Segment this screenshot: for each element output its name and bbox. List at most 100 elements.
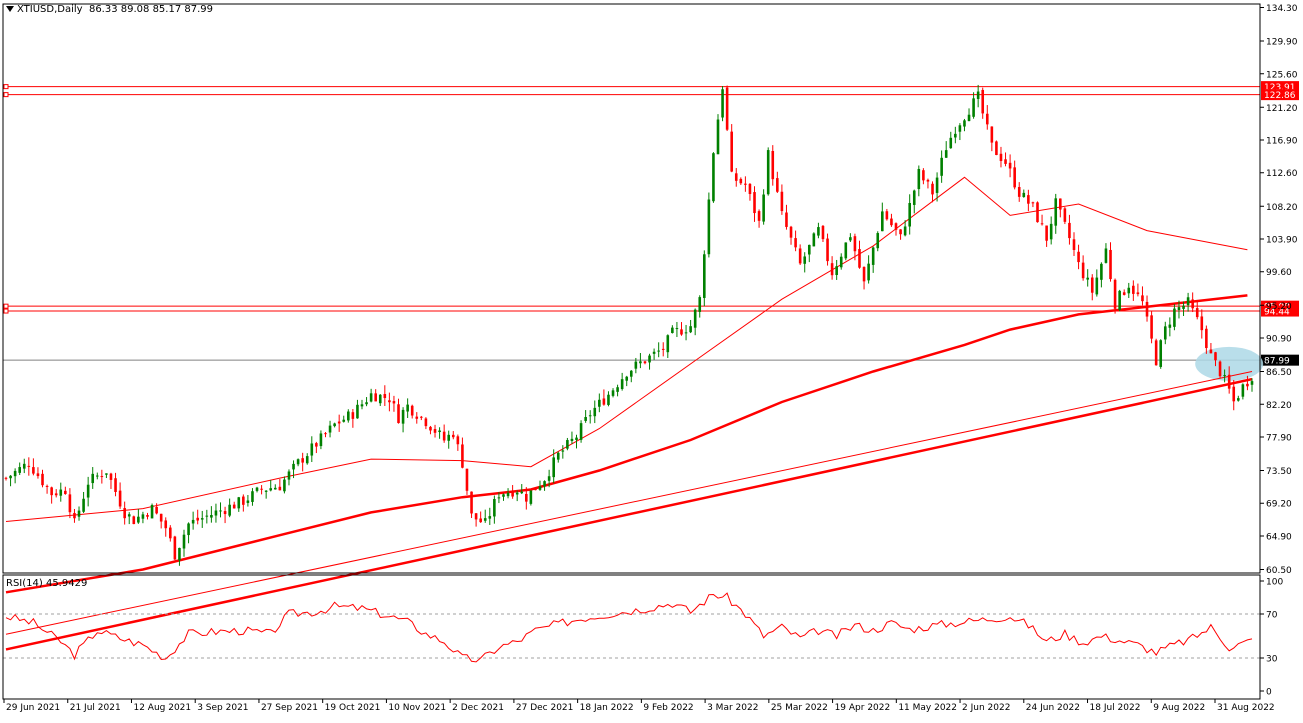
candle-body xyxy=(1241,384,1245,397)
candle-body xyxy=(32,467,35,474)
candle-body xyxy=(867,263,870,281)
candle-body xyxy=(146,515,149,517)
candle-body xyxy=(620,379,624,390)
candle-body xyxy=(835,266,838,275)
candle-body xyxy=(611,390,615,396)
candle-body xyxy=(1246,383,1249,387)
candle-body xyxy=(794,238,797,248)
candle-body xyxy=(789,226,793,238)
candle-body xyxy=(666,335,670,353)
candle-body xyxy=(570,438,574,441)
candle-body xyxy=(296,459,300,465)
candle-body xyxy=(137,516,140,523)
candle-body xyxy=(739,178,743,184)
moving-average-line xyxy=(5,176,1248,522)
candle-body xyxy=(575,437,578,441)
level-anchor-handle xyxy=(3,308,9,314)
candle-body xyxy=(328,425,332,433)
rsi-label: RSI(14) 45.9429 xyxy=(6,578,88,589)
candle-body xyxy=(392,401,396,404)
candle-body xyxy=(881,211,884,232)
time-tick-label: 10 Nov 2021 xyxy=(388,703,446,713)
candle-body xyxy=(967,114,971,122)
candle-body xyxy=(515,492,519,495)
candle-body xyxy=(342,419,346,422)
candle-body xyxy=(497,497,501,499)
symbol-label: XTIUSD,Daily xyxy=(17,4,83,15)
price-tick-label: 108.20 xyxy=(1266,203,1298,213)
price-tick-label: 99.60 xyxy=(1266,268,1292,278)
candle-body xyxy=(347,411,350,421)
candle-body xyxy=(958,125,962,132)
candle-body xyxy=(45,485,49,487)
price-tick-label: 129.90 xyxy=(1266,38,1298,48)
candle-body xyxy=(734,173,738,181)
ohlc-values: 86.33 89.08 85.17 87.99 xyxy=(88,4,214,15)
candle-body xyxy=(780,191,784,212)
candle-body xyxy=(228,504,231,516)
candle-body xyxy=(324,433,327,435)
rsi-tick-label: 70 xyxy=(1266,611,1278,621)
candle-body xyxy=(1040,223,1044,225)
candle-body xyxy=(86,484,90,498)
candle-body xyxy=(858,249,861,268)
candle-body xyxy=(652,351,656,354)
candle-body xyxy=(684,332,688,334)
candle-body xyxy=(1177,307,1181,310)
candle-body xyxy=(935,177,939,193)
candle-body xyxy=(1045,225,1048,241)
candle-body xyxy=(725,87,729,130)
candle-body xyxy=(1100,263,1103,280)
candle-body xyxy=(18,467,21,473)
candle-body xyxy=(315,443,318,447)
price-tick-label: 116.90 xyxy=(1266,137,1298,147)
candle-body xyxy=(415,416,419,419)
time-tick-label: 31 Aug 2022 xyxy=(1217,703,1275,713)
candle-body xyxy=(59,489,63,496)
candle-body xyxy=(1022,192,1026,198)
moving-average-line xyxy=(5,294,1248,594)
trendline xyxy=(5,371,1253,635)
candle-body xyxy=(95,475,99,477)
price-tick-label: 103.90 xyxy=(1266,236,1298,246)
candle-body xyxy=(141,514,145,519)
candle-body xyxy=(1150,315,1153,339)
candle-body xyxy=(671,327,674,333)
level-price-tag xyxy=(1261,89,1299,101)
collapse-triangle-icon[interactable] xyxy=(6,6,14,12)
candle-body xyxy=(716,119,720,155)
price-panel-frame xyxy=(2,3,1261,574)
price-tick-label: 112.60 xyxy=(1266,169,1298,179)
candle-body xyxy=(707,199,711,255)
candle-body xyxy=(310,443,314,456)
rsi-header: RSI(14) 45.9429 xyxy=(6,578,87,589)
candle-body xyxy=(634,361,638,369)
candle-body xyxy=(155,506,158,514)
candle-body xyxy=(821,225,825,240)
candle-body xyxy=(588,415,592,417)
candle-body xyxy=(1168,324,1172,328)
candle-body xyxy=(890,218,893,226)
candle-body xyxy=(456,436,460,445)
candle-body xyxy=(73,512,76,519)
candle-body xyxy=(255,487,259,491)
candle-body xyxy=(251,491,254,502)
candle-body xyxy=(41,473,44,486)
candle-body xyxy=(876,233,880,249)
candle-body xyxy=(579,423,583,440)
candle-body xyxy=(766,150,770,195)
candle-body xyxy=(1090,277,1094,293)
candle-body xyxy=(511,490,514,497)
candle-body xyxy=(1118,290,1121,310)
candle-body xyxy=(292,463,295,470)
candle-body xyxy=(232,504,236,509)
candle-body xyxy=(278,486,282,491)
candle-body xyxy=(602,398,606,405)
candle-body xyxy=(593,407,597,417)
time-tick-label: 3 Sep 2021 xyxy=(197,703,248,713)
candle-body xyxy=(1223,375,1226,377)
candle-body xyxy=(689,326,692,333)
candle-body xyxy=(1027,195,1030,204)
candle-body xyxy=(885,211,889,220)
